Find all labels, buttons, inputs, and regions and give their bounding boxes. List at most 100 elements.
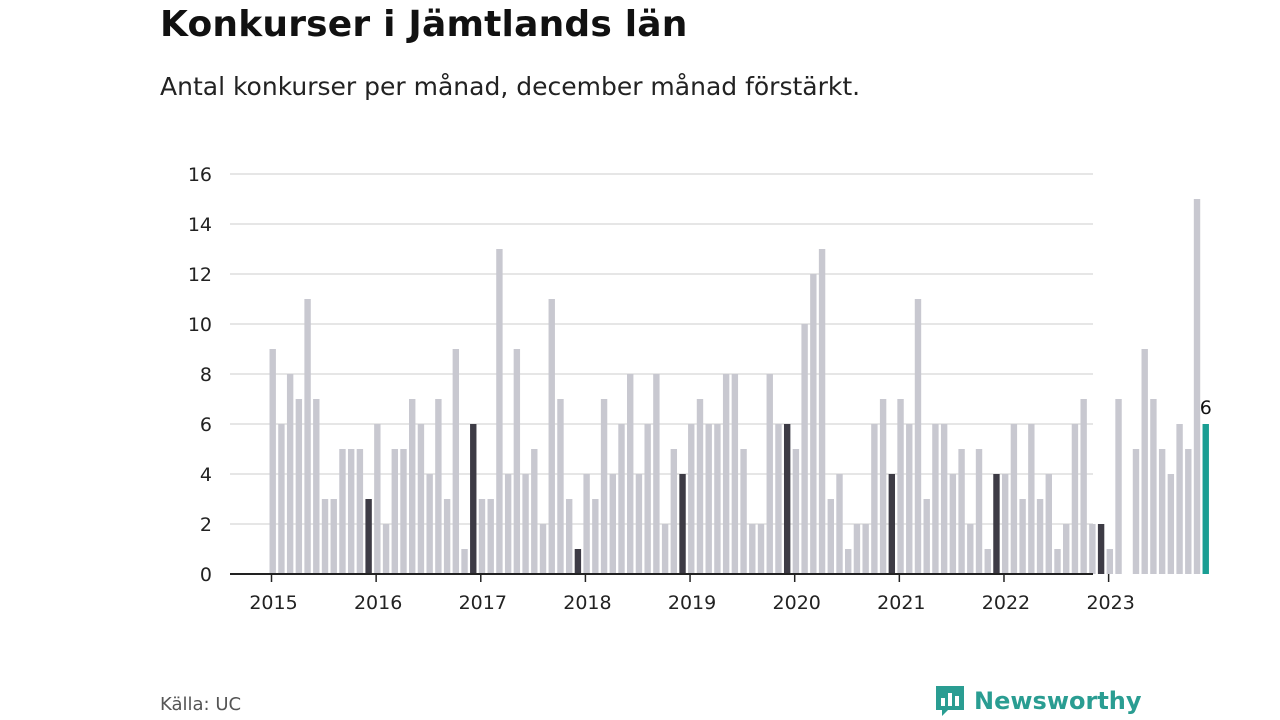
- bar: [627, 374, 634, 574]
- bar: [757, 524, 765, 574]
- bar: [313, 399, 320, 574]
- bar: [278, 424, 285, 574]
- bar: [906, 424, 913, 574]
- bar: [1132, 449, 1140, 574]
- bar: [426, 474, 433, 574]
- y-tick-label: 4: [200, 464, 212, 486]
- bar: [374, 424, 381, 574]
- bar-december: [365, 499, 372, 574]
- y-tick-label: 6: [200, 414, 212, 436]
- gridlines: [230, 173, 1093, 525]
- bar: [949, 474, 957, 574]
- bar: [461, 549, 468, 574]
- bar: [696, 399, 704, 574]
- bar: [775, 424, 782, 574]
- bar-december: [783, 424, 791, 574]
- bar: [496, 249, 503, 574]
- bar: [897, 399, 904, 574]
- bar: [635, 474, 643, 574]
- bar: [443, 499, 451, 574]
- bar: [557, 399, 564, 574]
- bar: [914, 299, 922, 574]
- bar: [1141, 349, 1148, 574]
- bar: [522, 474, 529, 574]
- bar-december: [574, 549, 582, 574]
- bar: [1089, 524, 1096, 574]
- x-tick-label: 2018: [563, 592, 611, 614]
- bar: [400, 449, 407, 574]
- bar: [1106, 549, 1114, 574]
- bar: [923, 499, 930, 574]
- y-tick-label: 12: [188, 264, 212, 286]
- bars: [269, 199, 1209, 574]
- bar: [940, 424, 948, 574]
- source-note: Källa: UC: [160, 694, 242, 715]
- bar: [749, 524, 756, 574]
- bar: [531, 449, 538, 574]
- bar: [766, 374, 773, 574]
- bar: [722, 374, 730, 574]
- bar: [670, 449, 678, 574]
- bar: [984, 549, 991, 574]
- bar: [304, 299, 311, 574]
- bar: [688, 424, 695, 574]
- bar: [661, 524, 669, 574]
- x-tick-label: 2020: [773, 592, 821, 614]
- bar-december: [993, 474, 1000, 574]
- bar: [478, 499, 486, 574]
- bar: [644, 424, 651, 574]
- y-axis-tick-labels: 0 2 4 6 8 10 12 14 16: [188, 164, 212, 586]
- x-tick-label: 2015: [249, 592, 297, 614]
- bar: [731, 374, 739, 574]
- bar: [853, 524, 861, 574]
- bar-december: [888, 474, 896, 574]
- bar: [1019, 499, 1026, 574]
- y-tick-label: 0: [200, 564, 212, 586]
- bar: [705, 424, 712, 574]
- x-tick-label: 2023: [1086, 592, 1134, 614]
- x-tick-label: 2017: [459, 592, 507, 614]
- bar: [347, 449, 355, 574]
- bar: [862, 524, 869, 574]
- bar: [810, 274, 817, 574]
- x-tick-label: 2019: [668, 592, 716, 614]
- bar: [539, 524, 547, 574]
- bar: [1158, 449, 1166, 574]
- bar: [269, 349, 276, 574]
- brand-logo: Newsworthy: [934, 684, 1142, 718]
- latest-value-label: 6: [1200, 397, 1212, 419]
- x-tick-label: 2016: [354, 592, 402, 614]
- bar: [845, 549, 852, 574]
- data-labels: 6: [1200, 397, 1212, 419]
- bar: [879, 399, 887, 574]
- bar: [836, 474, 843, 574]
- bar: [435, 399, 442, 574]
- bar: [321, 499, 329, 574]
- bar: [1045, 474, 1052, 574]
- bar: [1054, 549, 1061, 574]
- bar: [740, 449, 747, 574]
- bar: [1001, 474, 1009, 574]
- bar: [1193, 199, 1201, 574]
- bar-december: [470, 424, 477, 574]
- bar: [827, 499, 834, 574]
- bar: [339, 449, 346, 574]
- bar: [1167, 474, 1175, 574]
- bar: [618, 424, 625, 574]
- bar: [330, 499, 337, 574]
- bar: [653, 374, 660, 574]
- bar: [600, 399, 608, 574]
- y-tick-label: 16: [188, 164, 212, 186]
- bar: [871, 424, 878, 574]
- bar: [975, 449, 983, 574]
- bar: [382, 524, 390, 574]
- x-axis: [230, 573, 1110, 582]
- bar: [1115, 399, 1122, 574]
- bar: [513, 349, 521, 574]
- bar: [487, 499, 494, 574]
- bar: [295, 399, 303, 574]
- bar: [356, 449, 364, 574]
- bar: [967, 524, 974, 574]
- bar: [1176, 424, 1183, 574]
- bar: [1063, 524, 1070, 574]
